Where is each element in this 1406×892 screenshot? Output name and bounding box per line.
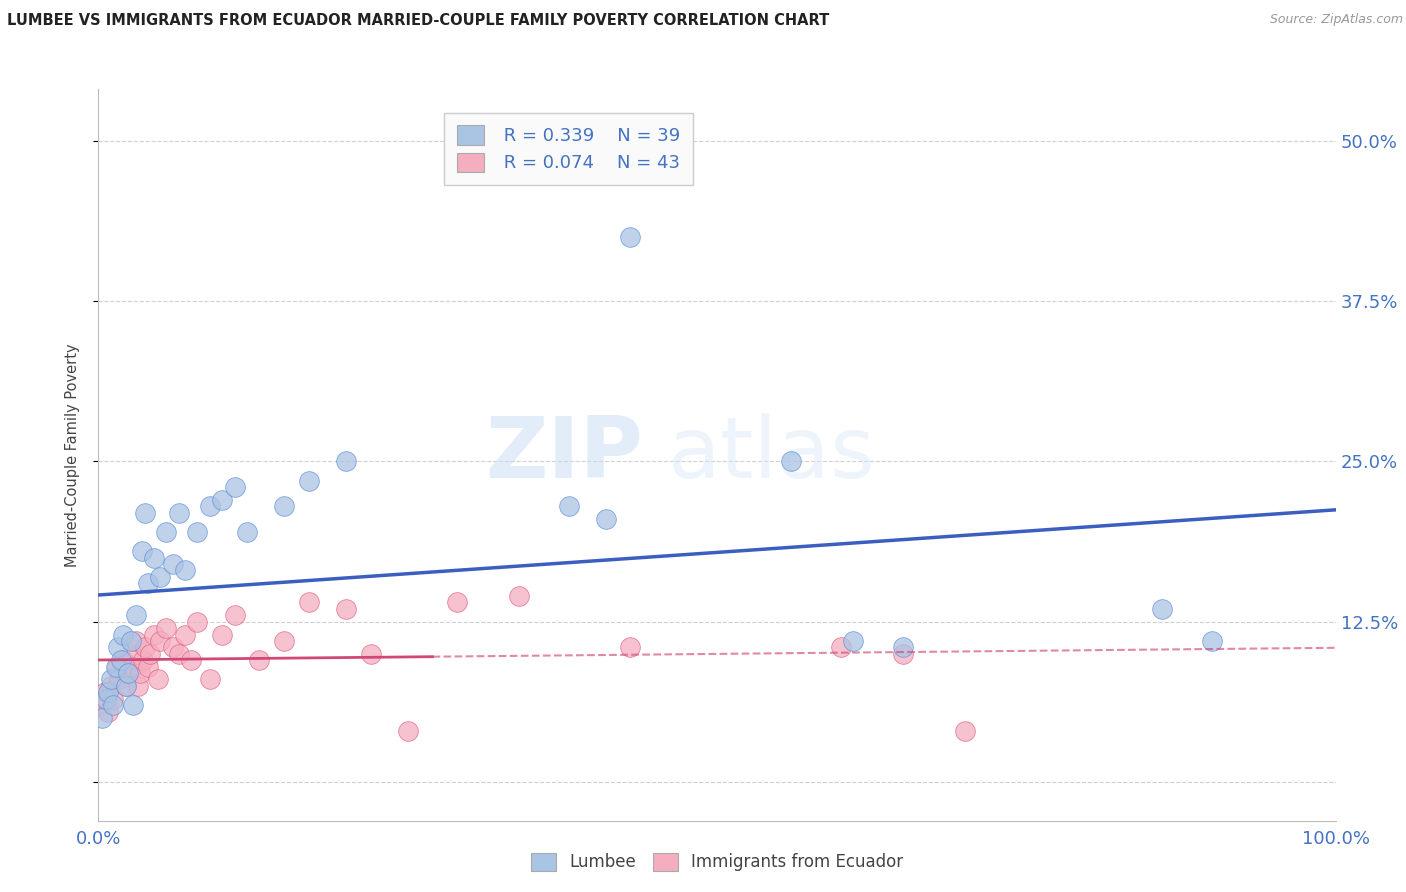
Point [224, 608, 246, 623]
Point [114, 679, 136, 693]
Point [174, 563, 197, 577]
Point [124, 634, 146, 648]
Point [557, 500, 579, 514]
Point [124, 608, 146, 623]
Point [149, 570, 172, 584]
Point [830, 640, 852, 655]
Text: atlas: atlas [668, 413, 876, 497]
Point [335, 454, 357, 468]
Point [186, 615, 208, 629]
Point [335, 602, 357, 616]
Point [122, 659, 145, 673]
Point [780, 454, 803, 468]
Point [211, 627, 233, 641]
Point [162, 557, 184, 571]
Point [211, 492, 233, 507]
Point [186, 524, 208, 539]
Point [97, 705, 120, 719]
Point [122, 698, 145, 713]
Point [134, 640, 156, 655]
Point [131, 544, 153, 558]
Point [146, 673, 169, 687]
Point [236, 524, 259, 539]
Point [273, 500, 295, 514]
Point [198, 673, 221, 687]
Point [247, 653, 270, 667]
Point [155, 621, 177, 635]
Point [224, 480, 246, 494]
Y-axis label: Married-Couple Family Poverty: Married-Couple Family Poverty [65, 343, 80, 566]
Point [180, 653, 202, 667]
Point [127, 679, 149, 693]
Point [167, 647, 190, 661]
Point [97, 685, 120, 699]
Point [162, 640, 184, 655]
Point [396, 723, 419, 738]
Point [120, 647, 142, 661]
Text: Source: ZipAtlas.com: Source: ZipAtlas.com [1270, 13, 1403, 27]
Point [273, 634, 295, 648]
Point [149, 634, 172, 648]
Point [129, 666, 152, 681]
Point [891, 640, 914, 655]
Point [143, 550, 166, 565]
Point [112, 653, 135, 667]
Point [136, 659, 159, 673]
Point [1152, 602, 1174, 616]
Point [117, 666, 139, 681]
Point [93, 685, 115, 699]
Point [842, 634, 865, 648]
Point [360, 647, 382, 661]
Point [298, 595, 321, 609]
Point [91, 711, 114, 725]
Point [132, 653, 155, 667]
Point [108, 673, 131, 687]
Point [94, 691, 117, 706]
Point [174, 627, 197, 641]
Point [103, 691, 125, 706]
Point [104, 659, 127, 673]
Point [619, 640, 641, 655]
Point [100, 679, 122, 693]
Text: LUMBEE VS IMMIGRANTS FROM ECUADOR MARRIED-COUPLE FAMILY POVERTY CORRELATION CHAR: LUMBEE VS IMMIGRANTS FROM ECUADOR MARRIE… [7, 13, 830, 29]
Point [167, 506, 190, 520]
Point [112, 627, 135, 641]
Text: ZIP: ZIP [485, 413, 643, 497]
Point [446, 595, 468, 609]
Point [953, 723, 976, 738]
Point [595, 512, 617, 526]
Point [103, 698, 125, 713]
Point [198, 500, 221, 514]
Point [1201, 634, 1223, 648]
Point [508, 589, 530, 603]
Point [298, 474, 321, 488]
Legend: Lumbee, Immigrants from Ecuador: Lumbee, Immigrants from Ecuador [524, 847, 910, 878]
Point [136, 576, 159, 591]
Point [100, 673, 122, 687]
Point [114, 679, 136, 693]
Point [891, 647, 914, 661]
Point [134, 506, 156, 520]
Point [120, 634, 142, 648]
Point [619, 229, 641, 244]
Point [110, 653, 132, 667]
Point [143, 627, 166, 641]
Point [90, 698, 112, 713]
Point [117, 666, 139, 681]
Point [155, 524, 177, 539]
Point [107, 640, 129, 655]
Point [139, 647, 162, 661]
Point [105, 659, 128, 673]
